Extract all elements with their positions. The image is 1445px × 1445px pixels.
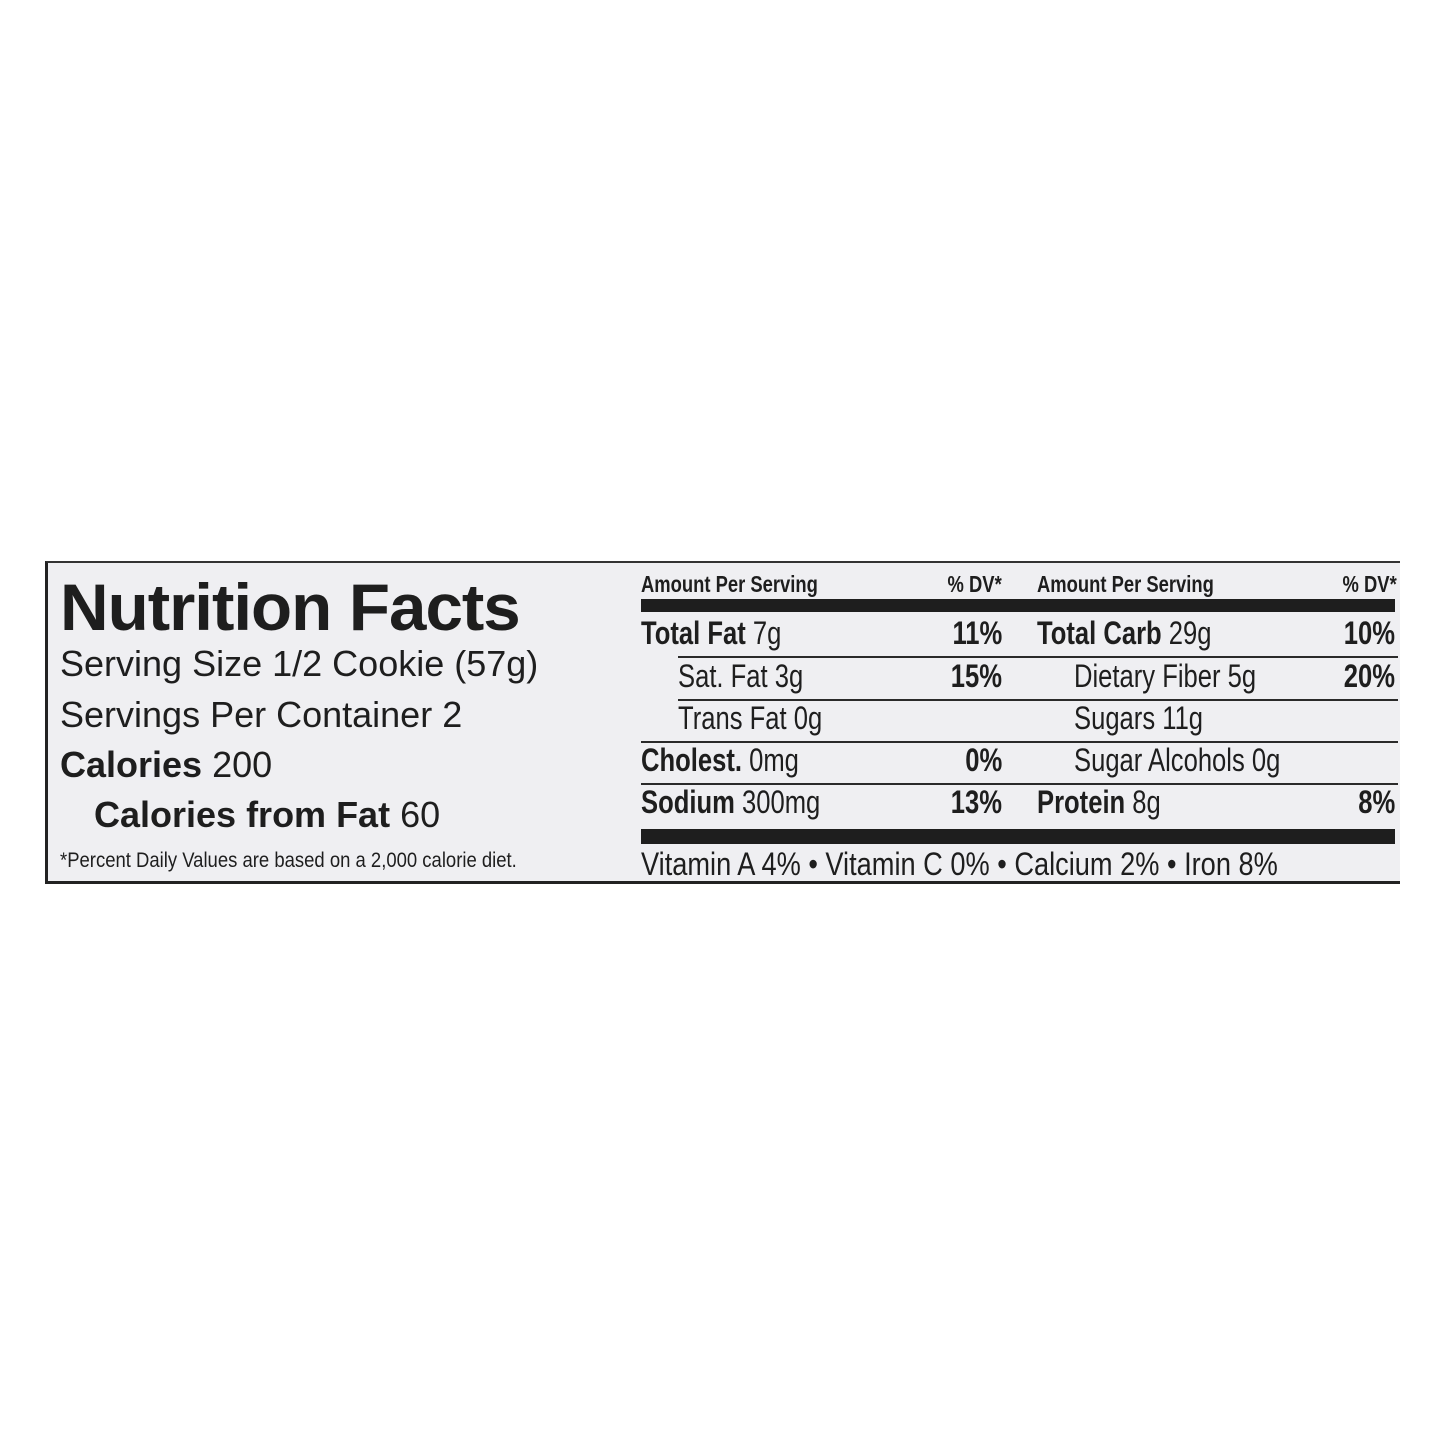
calories: Calories 200 [60, 744, 272, 786]
nutrient-amount: 5g [1227, 658, 1257, 694]
right-row-dv: 10% [1344, 615, 1395, 652]
row-divider [1003, 783, 1398, 785]
left-header-dv: % DV* [947, 571, 1002, 597]
left-row-dv: 15% [951, 658, 1002, 695]
serving-size-value: 1/2 Cookie (57g) [272, 643, 539, 684]
left-row-dv: 13% [951, 784, 1002, 821]
nutrient-dv: 13% [950, 784, 1002, 820]
nutrient-dv: 0% [965, 742, 1002, 778]
left-row-label: Cholest. 0mg [641, 742, 799, 779]
nutrient-amount: 29g [1168, 615, 1212, 651]
footnote: *Percent Daily Values are based on a 2,0… [60, 849, 517, 872]
label-title: Nutrition Facts [60, 570, 521, 644]
nutrient-dv: 11% [952, 615, 1002, 651]
calories-value: 200 [212, 744, 273, 785]
row-divider [1003, 699, 1398, 701]
header-divider [641, 599, 1395, 612]
left-header-amount: Amount Per Serving [641, 571, 818, 597]
nutrient-dv: 15% [950, 658, 1002, 694]
servings-label: Servings Per Container [60, 694, 433, 735]
vitamins-line: Vitamin A 4% • Vitamin C 0% • Calcium 2%… [641, 846, 1278, 882]
servings-value: 2 [442, 694, 463, 735]
nutrient-amount: 0mg [749, 742, 799, 778]
serving-size-label: Serving Size [60, 643, 263, 684]
nutrient-name: Cholest. [641, 742, 742, 778]
nutrient-name: Trans Fat [678, 700, 787, 736]
servings-per-container: Servings Per Container 2 [60, 694, 462, 736]
cal-fat-value: 60 [400, 794, 441, 835]
left-row-label: Total Fat 7g [641, 615, 781, 652]
left-row-dv: 11% [952, 615, 1002, 652]
right-row-label: Sugars 11g [1074, 700, 1203, 737]
right-header-amount: Amount Per Serving [1037, 571, 1214, 597]
vitamin-divider [641, 829, 1395, 844]
row-divider [1003, 741, 1398, 743]
nutrient-name: Sugars [1074, 700, 1156, 736]
left-row-dv: 0% [965, 742, 1002, 779]
right-header-dv: % DV* [1342, 571, 1397, 597]
nutrient-name: Sugar Alcohols [1074, 742, 1245, 778]
right-row-label: Protein 8g [1037, 784, 1161, 821]
calories-from-fat: Calories from Fat 60 [94, 794, 440, 836]
nutrient-dv: 20% [1343, 658, 1395, 694]
right-row-dv: 20% [1344, 658, 1395, 695]
nutrition-facts-label: Nutrition Facts Serving Size 1/2 Cookie … [45, 561, 1400, 884]
row-divider [641, 741, 1003, 743]
left-row-label: Trans Fat 0g [678, 700, 822, 737]
nutrient-name: Dietary Fiber [1074, 658, 1221, 694]
nutrient-name: Sat. Fat [678, 658, 768, 694]
serving-size: Serving Size 1/2 Cookie (57g) [60, 643, 538, 685]
nutrient-name: Total Fat [641, 615, 746, 651]
nutrient-amount: 300mg [741, 784, 821, 820]
left-row-label: Sat. Fat 3g [678, 658, 803, 695]
right-row-label: Dietary Fiber 5g [1074, 658, 1256, 695]
nutrient-name: Protein [1037, 784, 1126, 820]
right-row-label: Sugar Alcohols 0g [1074, 742, 1280, 779]
right-row-label: Total Carb 29g [1037, 615, 1212, 652]
nutrient-amount: 3g [774, 658, 804, 694]
row-divider [678, 656, 1003, 658]
nutrient-amount: 11g [1162, 700, 1204, 736]
nutrient-amount: 7g [752, 615, 782, 651]
row-divider [1003, 656, 1398, 658]
left-row-label: Sodium 300mg [641, 784, 820, 821]
cal-fat-label: Calories from Fat [94, 794, 391, 835]
nutrient-amount: 0g [793, 700, 823, 736]
nutrient-name: Total Carb [1037, 615, 1162, 651]
nutrient-amount: 0g [1251, 742, 1281, 778]
calories-label: Calories [60, 744, 203, 785]
nutrient-name: Sodium [641, 784, 735, 820]
nutrient-dv: 10% [1343, 615, 1395, 651]
nutrient-dv: 8% [1358, 784, 1395, 820]
nutrient-amount: 8g [1132, 784, 1161, 820]
row-divider [678, 699, 1003, 701]
row-divider [641, 783, 1003, 785]
right-row-dv: 8% [1358, 784, 1395, 821]
